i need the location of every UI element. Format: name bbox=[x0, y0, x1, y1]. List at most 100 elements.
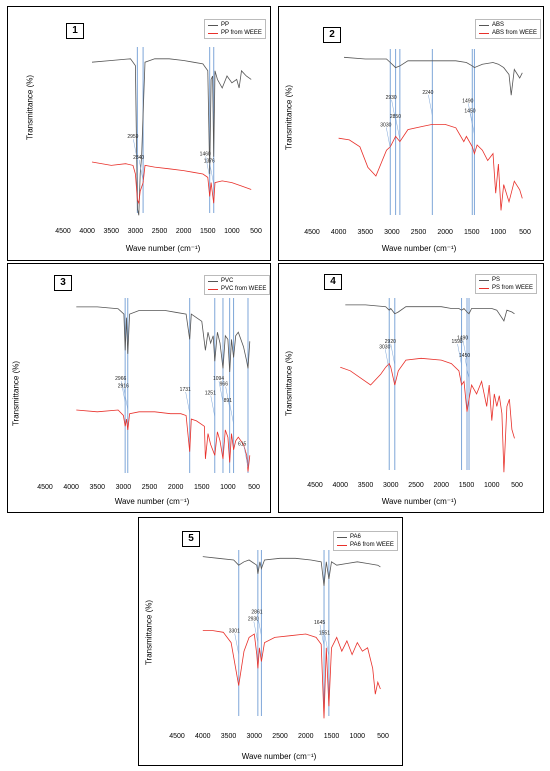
legend: PVC PVC from WEEE bbox=[204, 275, 271, 295]
annotation-label: 1376 bbox=[204, 158, 215, 164]
annotation-leader bbox=[395, 118, 401, 140]
annotation-leader bbox=[324, 635, 330, 657]
annotation-leader bbox=[133, 139, 138, 161]
series-line-reference bbox=[202, 556, 381, 586]
annotation-label: 2959 bbox=[127, 134, 138, 140]
x-tick-label: 1000 bbox=[220, 484, 236, 491]
annotation-leader bbox=[225, 386, 230, 408]
x-tick-label: 1500 bbox=[194, 484, 210, 491]
annotation-leader bbox=[257, 614, 262, 636]
x-tick-label: 1500 bbox=[459, 482, 475, 489]
x-tick-label: 500 bbox=[248, 484, 260, 491]
x-tick-label: 4500 bbox=[55, 228, 71, 235]
x-tick-label: 4000 bbox=[332, 482, 348, 489]
legend-entry-reference: ABS bbox=[479, 21, 537, 29]
x-tick-label: 2500 bbox=[272, 733, 288, 740]
x-tick-label: 3500 bbox=[357, 229, 373, 236]
annotation-leader bbox=[464, 358, 470, 380]
annotation-label: 1251 bbox=[205, 391, 216, 397]
x-tick-label: 4500 bbox=[169, 733, 185, 740]
annotation-label: 1094 bbox=[213, 376, 224, 382]
x-tick-label: 3000 bbox=[116, 484, 132, 491]
series-line-weee bbox=[91, 161, 252, 205]
annotation-label: 3301 bbox=[229, 629, 240, 635]
series-line-reference bbox=[343, 56, 523, 96]
chart-panel-4: 4 PS PS from WEEE Transmittance (%) Wave… bbox=[278, 263, 544, 513]
annotation-leader bbox=[138, 159, 144, 181]
annotation-leader bbox=[210, 395, 216, 417]
annotation-label: 1450 bbox=[459, 353, 470, 359]
x-tick-label: 2500 bbox=[408, 482, 424, 489]
annotation-label: 3030 bbox=[380, 122, 391, 128]
legend-entry-reference: PA6 bbox=[337, 533, 394, 541]
x-tick-label: 3000 bbox=[383, 482, 399, 489]
chart-panel-3: 3 PVC PVC from WEEE Transmittance (%) Wa… bbox=[7, 263, 271, 513]
series-line-reference bbox=[345, 304, 515, 322]
annotation-label: 1460 bbox=[200, 151, 211, 157]
x-tick-label: 1000 bbox=[484, 482, 500, 489]
annotation-label: 1490 bbox=[457, 335, 468, 341]
annotation-leader bbox=[185, 391, 190, 414]
legend-entry-weee: PVC from WEEE bbox=[208, 285, 266, 293]
annotation-label: 2840 bbox=[133, 155, 144, 161]
x-tick-label: 3500 bbox=[103, 228, 119, 235]
annotation-leader bbox=[319, 624, 325, 647]
x-tick-label: 2000 bbox=[298, 733, 314, 740]
x-tick-label: 4000 bbox=[331, 229, 347, 236]
x-tick-label: 3000 bbox=[128, 228, 144, 235]
annotation-leader bbox=[205, 156, 210, 178]
legend-entry-reference: PP bbox=[208, 21, 262, 29]
annotation-label: 2861 bbox=[251, 610, 262, 616]
series-line-reference bbox=[91, 58, 252, 216]
x-axis-label: Wave number (cm⁻¹) bbox=[381, 497, 457, 506]
annotation-label: 2240 bbox=[422, 90, 433, 96]
x-tick-label: 4500 bbox=[307, 482, 323, 489]
x-axis-label: Wave number (cm⁻¹) bbox=[381, 244, 457, 253]
x-tick-label: 1000 bbox=[491, 229, 507, 236]
x-tick-label: 4000 bbox=[63, 484, 79, 491]
annotation-label: 1490 bbox=[462, 98, 473, 104]
annotation-leader bbox=[391, 99, 396, 121]
annotation-leader bbox=[384, 349, 390, 371]
panel-label: 4 bbox=[324, 274, 342, 290]
x-tick-label: 1500 bbox=[324, 733, 340, 740]
annotation-leader bbox=[390, 343, 396, 366]
annotation-leader bbox=[218, 381, 224, 403]
x-tick-label: 3000 bbox=[384, 229, 400, 236]
annotation-label: 1450 bbox=[464, 109, 475, 115]
annotation-label: 2966 bbox=[115, 376, 126, 382]
legend-entry-weee: PP from WEEE bbox=[208, 29, 262, 37]
annotation-label: 2930 bbox=[248, 617, 259, 623]
annotation-label: 2930 bbox=[386, 95, 397, 101]
annotation-leader bbox=[462, 340, 468, 362]
x-tick-label: 3500 bbox=[358, 482, 374, 489]
legend-entry-reference: PS bbox=[479, 276, 533, 284]
panel-label: 3 bbox=[54, 275, 72, 291]
x-axis-label: Wave number (cm⁻¹) bbox=[241, 752, 317, 761]
x-tick-label: 2000 bbox=[176, 228, 192, 235]
x-axis-label: Wave number (cm⁻¹) bbox=[114, 497, 190, 506]
annotation-label: 1731 bbox=[180, 387, 191, 393]
series-line-reference bbox=[76, 306, 251, 373]
annotation-leader bbox=[234, 633, 239, 655]
annotation-leader bbox=[428, 94, 433, 116]
annotation-leader bbox=[253, 621, 259, 643]
x-tick-label: 1500 bbox=[464, 229, 480, 236]
x-tick-label: 4500 bbox=[304, 229, 320, 236]
annotation-leader bbox=[386, 127, 391, 149]
legend-entry-weee: PS from WEEE bbox=[479, 284, 533, 292]
series-line-weee bbox=[338, 124, 523, 211]
x-tick-label: 2500 bbox=[411, 229, 427, 236]
legend: PA6 PA6 from WEEE bbox=[333, 531, 398, 551]
chart-panel-5: 5 PA6 PA6 from WEEE Transmittance (%) Wa… bbox=[138, 517, 403, 766]
x-tick-label: 500 bbox=[250, 228, 262, 235]
annotation-label: 3030 bbox=[379, 344, 390, 350]
x-tick-label: 1000 bbox=[224, 228, 240, 235]
annotation-label: 891 bbox=[224, 398, 233, 404]
chart-panel-1: 1 PP PP from WEEE Transmittance (%) Wave… bbox=[7, 6, 271, 261]
x-tick-label: 2000 bbox=[433, 482, 449, 489]
chart-panel-2: 2 ABS ABS from WEEE Transmittance (%) Wa… bbox=[278, 6, 544, 261]
panel-label: 2 bbox=[323, 27, 341, 43]
x-tick-label: 4000 bbox=[79, 228, 95, 235]
